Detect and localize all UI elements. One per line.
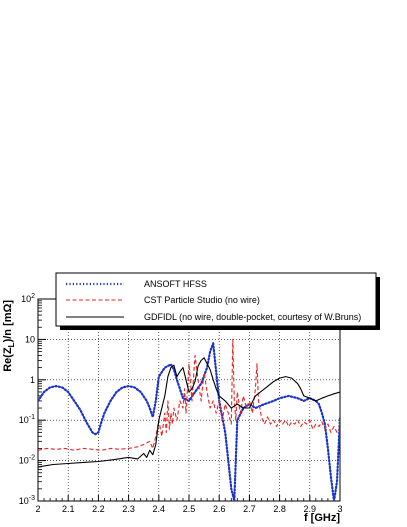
y-tick-label: 10-2 [19, 455, 35, 466]
y-axis-title: Re(ZL)/n [mΩ] [2, 300, 16, 372]
legend-label-gdfidl: GDFIDL (no wire, double-pocket, courtesy… [144, 312, 361, 322]
series-lines [38, 338, 340, 501]
x-tick-label: 2.4 [153, 504, 166, 514]
x-tick-label: 2.5 [183, 504, 196, 514]
x-tick-label: 2.6 [213, 504, 226, 514]
x-tick-label: 2.9 [304, 504, 317, 514]
legend-label-cst: CST Particle Studio (no wire) [144, 295, 260, 305]
x-tick-label: 2 [35, 504, 40, 514]
y-tick-label: 10-3 [19, 495, 35, 506]
x-tick-label: 2.1 [62, 504, 75, 514]
x-tick-label: 2.8 [273, 504, 286, 514]
series-line-2 [38, 357, 340, 468]
y-axis-ticks: 10-3 10-2 10-1 1 10 102 [19, 293, 46, 506]
y-tick-label: 10-1 [19, 414, 35, 425]
x-tick-label: 2.3 [122, 504, 135, 514]
x-tick-label: 2.2 [92, 504, 105, 514]
series-line-0 [38, 342, 340, 501]
x-axis-title: f [GHz] [304, 512, 340, 524]
x-tick-label: 2.7 [243, 504, 256, 514]
grid [38, 299, 340, 501]
y-tick-label: 10 [25, 334, 35, 344]
x-axis-ticks: 2 2.1 2.2 2.3 2.4 2.5 2.6 2.7 2.8 2.9 3 [35, 495, 343, 514]
legend-label-ansoft: ANSOFT HFSS [144, 279, 207, 289]
series-line-1 [38, 338, 340, 451]
y-tick-label: 1 [30, 375, 35, 385]
y-tick-label: 102 [21, 293, 35, 304]
x-tick-label: 3 [337, 504, 342, 514]
